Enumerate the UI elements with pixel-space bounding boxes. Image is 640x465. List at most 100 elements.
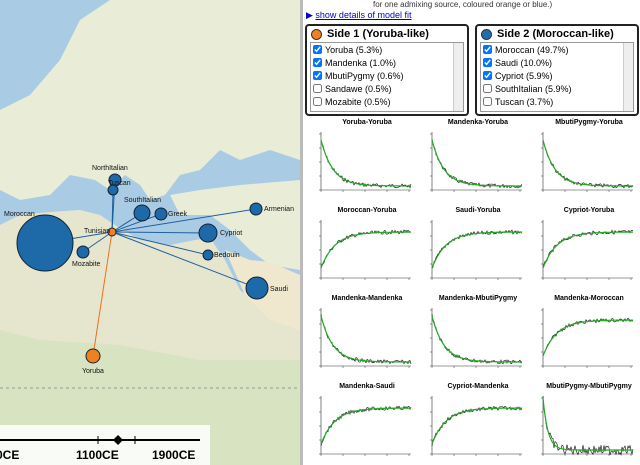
side-dot xyxy=(311,28,322,40)
date-estimate[interactable] xyxy=(113,435,123,445)
admixture-line xyxy=(111,213,162,233)
plot-axes xyxy=(320,396,411,455)
admixture-line xyxy=(92,231,113,357)
plot-title: Mandenka-Mandenka xyxy=(332,295,403,302)
checkbox[interactable] xyxy=(313,97,322,106)
admixture-line xyxy=(111,189,114,233)
side-panel: for one admixing source, coloured orange… xyxy=(300,0,640,465)
population-marker xyxy=(245,276,269,300)
timeline-label: 1900CE xyxy=(152,448,195,462)
checkbox[interactable] xyxy=(313,71,322,80)
checkbox[interactable] xyxy=(313,84,322,93)
source-label: SouthItalian (5.9%) xyxy=(495,83,572,94)
admixture-line xyxy=(111,231,258,289)
population-marker xyxy=(198,223,218,243)
source-item: MbutiPygmy (0.6%) xyxy=(311,69,463,82)
data-trace xyxy=(431,229,523,269)
link-text[interactable]: show details of model fit xyxy=(315,10,412,20)
source-label: Tuscan (3.7%) xyxy=(495,96,554,107)
admixture-line xyxy=(111,208,257,233)
plot-axes xyxy=(431,308,522,367)
population-label: Mozabite xyxy=(72,261,101,268)
details-link[interactable]: ▶ show details of model fit xyxy=(306,10,412,20)
data-trace xyxy=(542,141,634,189)
checkbox[interactable] xyxy=(483,71,492,80)
source-item: Mozabite (0.5%) xyxy=(311,95,463,108)
fit-curve xyxy=(320,315,411,363)
note: for one admixing source, coloured orange… xyxy=(373,0,553,9)
population-label: Yoruba xyxy=(82,368,104,375)
population-label: Tunisian xyxy=(84,228,110,235)
plot-axes xyxy=(320,220,411,279)
source-label: Sandawe (0.5%) xyxy=(325,83,392,94)
side-2: Side 2 (Moroccan-like) Moroccan (49.7%) S… xyxy=(475,24,639,116)
data-trace xyxy=(320,139,412,189)
fit-curve xyxy=(431,407,522,445)
plot-title: MbutiPygmy-MbutiPygmy xyxy=(546,383,632,390)
plot-title: Mandenka-Yoruba xyxy=(448,119,508,126)
population-label: Armenian xyxy=(264,206,294,213)
timeline-label: 1100CE xyxy=(76,448,119,462)
scrollbar[interactable] xyxy=(453,43,463,111)
source-list[interactable]: Yoruba (5.3%) Mandenka (1.0%) MbutiPygmy (… xyxy=(310,42,464,112)
admixture-line xyxy=(111,231,209,256)
checkbox[interactable] xyxy=(313,45,322,54)
data-trace xyxy=(320,314,412,365)
source-label: Cypriot (5.9%) xyxy=(495,70,553,81)
map[interactable]: Moroccan Tunisian Mozabite Yoruba NorthItali… xyxy=(0,0,300,465)
population-label: Greek xyxy=(168,211,188,218)
fit-curve xyxy=(542,139,633,187)
plot-axes xyxy=(431,132,522,191)
population-label: Tuscan xyxy=(108,180,131,187)
plot-axes xyxy=(431,396,522,455)
plot-title: Mandenka-Saudi xyxy=(339,383,395,390)
fit-curve xyxy=(320,139,411,187)
population-marker xyxy=(16,214,74,272)
data-trace xyxy=(320,405,412,446)
source-item: Saudi (10.0%) xyxy=(481,56,633,69)
plot-axes xyxy=(431,220,522,279)
fit-curve xyxy=(542,319,633,357)
plot-title: Cypriot-Mandenka xyxy=(447,383,508,390)
source-label: Mozabite (0.5%) xyxy=(325,96,391,107)
checkbox[interactable] xyxy=(483,58,492,67)
fit-curve xyxy=(542,397,633,451)
source-label: Yoruba (5.3%) xyxy=(325,44,383,55)
plot-title: Moroccan-Yoruba xyxy=(338,207,397,214)
middle-east xyxy=(170,180,300,270)
plot-axes xyxy=(542,220,633,279)
data-trace xyxy=(431,314,523,365)
population-label: NorthItalian xyxy=(92,165,128,172)
fit-curve xyxy=(320,407,411,445)
source-label: Moroccan (49.7%) xyxy=(495,44,569,55)
data-trace xyxy=(542,229,634,267)
plot-title: Yoruba-Yoruba xyxy=(342,119,392,126)
timeline-label: 0CE xyxy=(0,448,19,462)
side-header: Side 1 (Yoruba-like) xyxy=(311,28,467,40)
data-trace xyxy=(431,139,523,189)
checkbox[interactable] xyxy=(483,84,492,93)
fit-curve xyxy=(431,139,522,187)
population-label: Cypriot xyxy=(220,230,242,237)
source-item: SouthItalian (5.9%) xyxy=(481,82,633,95)
checkbox[interactable] xyxy=(313,58,322,67)
source-label: Saudi (10.0%) xyxy=(495,57,553,68)
population-marker xyxy=(107,227,117,237)
data-trace xyxy=(320,229,412,269)
source-list[interactable]: Moroccan (49.7%) Saudi (10.0%) Cypriot (5.… xyxy=(480,42,634,112)
scrollbar[interactable] xyxy=(623,43,633,111)
europe xyxy=(0,0,300,200)
plot-axes xyxy=(542,396,633,455)
population-label: SouthItalian xyxy=(124,197,161,204)
population-marker xyxy=(107,184,119,196)
checkbox[interactable] xyxy=(483,97,492,106)
source-item: Mandenka (1.0%) xyxy=(311,56,463,69)
plot-axes xyxy=(320,308,411,367)
plot-title: Mandenka-Moroccan xyxy=(554,295,624,302)
fit-curve xyxy=(431,315,522,363)
side-1: Side 1 (Yoruba-like) Yoruba (5.3%) Manden… xyxy=(305,24,469,116)
data-trace xyxy=(431,406,523,446)
populations: Moroccan Tunisian Mozabite Yoruba NorthItali… xyxy=(4,165,294,375)
checkbox[interactable] xyxy=(483,45,492,54)
